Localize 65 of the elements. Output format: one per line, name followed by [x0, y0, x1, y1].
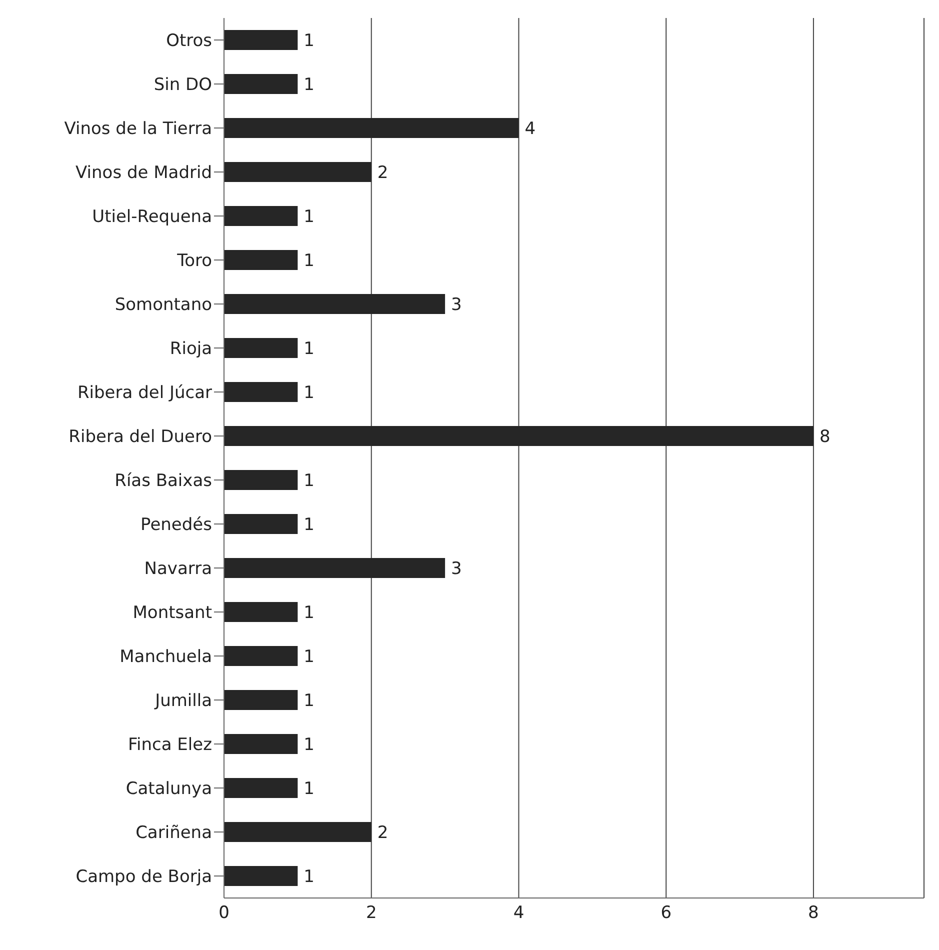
data-label: 3 — [451, 559, 462, 580]
y-tick-label: Ribera del Júcar — [77, 383, 212, 404]
x-tick-label: 4 — [513, 903, 524, 924]
bar — [224, 470, 298, 490]
data-label: 1 — [304, 75, 315, 96]
x-tick-label: 8 — [808, 903, 819, 924]
bar — [224, 294, 446, 314]
x-tick-label: 0 — [218, 903, 230, 924]
y-tick-label: Manchuela — [120, 647, 212, 668]
data-label: 1 — [304, 251, 315, 272]
bar — [224, 514, 298, 534]
bar — [224, 250, 298, 270]
bar — [224, 778, 298, 798]
bar — [224, 822, 372, 842]
data-label: 1 — [304, 471, 315, 492]
y-tick-label: Montsant — [132, 603, 212, 624]
y-tick-label: Somontano — [114, 295, 212, 316]
y-tick-label: Penedés — [140, 515, 212, 536]
y-tick-label: Catalunya — [126, 779, 212, 800]
data-label: 4 — [524, 119, 536, 140]
bar — [224, 30, 298, 50]
bar — [224, 338, 298, 358]
y-tick-label: Rías Baixas — [114, 471, 212, 492]
data-label: 1 — [304, 31, 315, 52]
bar — [224, 646, 298, 666]
data-label: 1 — [304, 603, 315, 624]
y-tick-label: Navarra — [144, 559, 212, 580]
y-tick-label: Cariñena — [136, 823, 212, 844]
bar — [224, 206, 298, 226]
bar — [224, 558, 446, 578]
bar — [224, 162, 372, 182]
bar — [224, 382, 298, 402]
data-label: 2 — [377, 163, 388, 184]
y-tick-label: Vinos de la Tierra — [64, 119, 212, 140]
bar — [224, 602, 298, 622]
data-label: 1 — [304, 515, 315, 536]
y-tick-label: Campo de Borja — [76, 867, 212, 888]
data-label: 1 — [304, 647, 315, 668]
y-tick-label: Toro — [176, 251, 212, 272]
x-tick-label: 2 — [366, 903, 377, 924]
data-label: 1 — [304, 383, 315, 404]
data-label: 1 — [304, 339, 315, 360]
data-label: 1 — [304, 691, 315, 712]
bar — [224, 118, 519, 138]
bar — [224, 74, 298, 94]
y-tick-label: Sin DO — [154, 75, 212, 96]
y-tick-label: Jumilla — [154, 691, 212, 712]
bar — [224, 426, 814, 446]
bar — [224, 690, 298, 710]
y-tick-label: Utiel-Requena — [92, 207, 212, 228]
data-label: 1 — [304, 779, 315, 800]
data-label: 1 — [304, 207, 315, 228]
data-label: 3 — [451, 295, 462, 316]
data-label: 8 — [819, 427, 830, 448]
y-tick-label: Otros — [166, 31, 212, 52]
y-tick-label: Ribera del Duero — [68, 427, 212, 448]
y-tick-label: Finca Elez — [128, 735, 212, 756]
data-label: 1 — [304, 867, 315, 888]
bar — [224, 734, 298, 754]
bar — [224, 866, 298, 886]
data-label: 2 — [377, 823, 388, 844]
y-tick-label: Vinos de Madrid — [76, 163, 212, 184]
data-label: 1 — [304, 735, 315, 756]
y-tick-label: Rioja — [170, 339, 212, 360]
x-tick-label: 6 — [660, 903, 672, 924]
